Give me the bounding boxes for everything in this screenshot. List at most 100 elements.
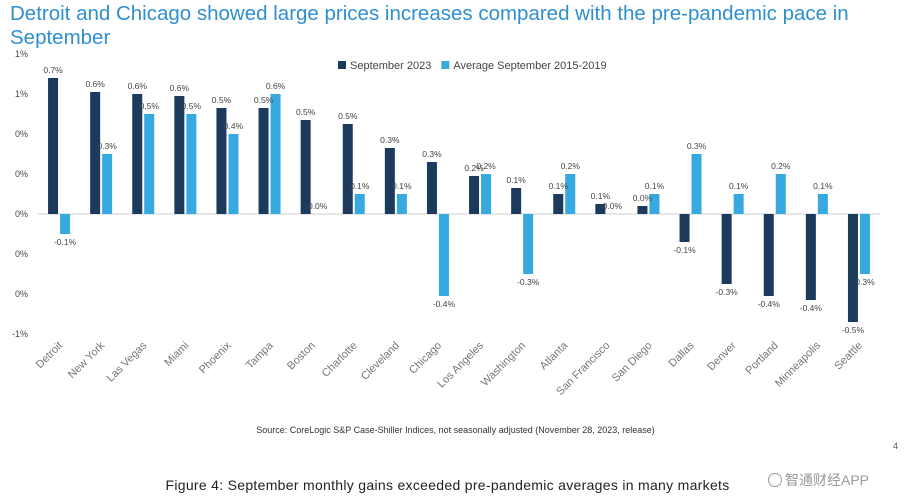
data-label: 0.1% bbox=[392, 181, 412, 191]
data-label: 0.6% bbox=[85, 79, 105, 89]
bar-sep-2023 bbox=[342, 124, 353, 214]
bar-sep-2023 bbox=[511, 188, 522, 214]
bar-avg-2015-2019 bbox=[691, 154, 702, 214]
y-tick-label: 0% bbox=[15, 289, 28, 299]
x-tick-label: Minneapolis bbox=[773, 339, 823, 389]
data-label: 0.1% bbox=[813, 181, 833, 191]
data-label: 0.5% bbox=[140, 101, 160, 111]
x-tick-label: Chicago bbox=[407, 340, 444, 377]
bar-sep-2023 bbox=[90, 92, 101, 214]
data-label: 0.4% bbox=[224, 121, 244, 131]
watermark: 智通财经APP bbox=[768, 470, 869, 490]
bar-avg-2015-2019 bbox=[396, 194, 407, 214]
bar-sep-2023 bbox=[300, 120, 311, 214]
y-tick-label: 0% bbox=[15, 129, 28, 139]
legend-label: Average September 2015-2019 bbox=[453, 60, 606, 72]
data-label: 0.1% bbox=[350, 181, 370, 191]
bar-avg-2015-2019 bbox=[228, 134, 239, 214]
x-tick-label: Detroit bbox=[34, 340, 65, 371]
y-tick-label: 0% bbox=[15, 169, 28, 179]
data-label: 0.5% bbox=[296, 107, 316, 117]
x-tick-label: Boston bbox=[285, 340, 318, 373]
data-label: 0.2% bbox=[464, 163, 484, 173]
data-label: 0.0% bbox=[633, 193, 653, 203]
bar-avg-2015-2019 bbox=[102, 154, 113, 214]
watermark-logo-icon bbox=[768, 473, 782, 487]
data-label: 0.5% bbox=[254, 95, 274, 105]
bar-avg-2015-2019 bbox=[565, 174, 576, 214]
bar-avg-2015-2019 bbox=[817, 194, 828, 214]
bar-sep-2023 bbox=[384, 148, 395, 214]
data-label: -0.1% bbox=[54, 237, 77, 247]
x-tick-label: Portland bbox=[743, 340, 780, 377]
bars bbox=[38, 78, 880, 322]
bar-avg-2015-2019 bbox=[523, 214, 534, 274]
data-label: 0.3% bbox=[97, 141, 117, 151]
data-label: 0.5% bbox=[182, 101, 202, 111]
data-label: -0.4% bbox=[800, 303, 823, 313]
bar-sep-2023 bbox=[469, 176, 480, 214]
bar-sep-2023 bbox=[48, 78, 59, 214]
data-label: 0.5% bbox=[338, 111, 358, 121]
x-tick-label: Phoenix bbox=[197, 339, 234, 376]
y-tick-label: -1% bbox=[12, 329, 28, 339]
data-label: 0.1% bbox=[506, 175, 526, 185]
bar-sep-2023 bbox=[595, 204, 606, 214]
y-tick-label: 0% bbox=[15, 209, 28, 219]
y-tick-label: 1% bbox=[15, 49, 28, 59]
data-label: 0.1% bbox=[591, 191, 611, 201]
data-label: 0.0% bbox=[308, 201, 328, 211]
bar-avg-2015-2019 bbox=[186, 114, 197, 214]
bar-avg-2015-2019 bbox=[733, 194, 744, 214]
bar-chart: -1%0%0%0%0%0%1%1% 0.7%-0.1%0.6%0.3%0.6%0… bbox=[12, 49, 880, 398]
legend-swatch bbox=[441, 61, 450, 69]
data-label: 0.0% bbox=[603, 201, 623, 211]
legend-label: September 2023 bbox=[350, 60, 431, 72]
page-number: 4 bbox=[893, 441, 899, 451]
bar-sep-2023 bbox=[847, 214, 858, 322]
bar-sep-2023 bbox=[258, 108, 269, 214]
chart-title: Detroit and Chicago showed large prices … bbox=[10, 2, 849, 49]
bar-avg-2015-2019 bbox=[270, 94, 281, 214]
data-label: 0.3% bbox=[422, 149, 442, 159]
data-label: 0.1% bbox=[645, 181, 665, 191]
bar-avg-2015-2019 bbox=[859, 214, 870, 274]
data-label: 0.3% bbox=[855, 277, 875, 287]
data-label: 0.3% bbox=[380, 135, 400, 145]
bar-sep-2023 bbox=[174, 96, 185, 214]
bar-sep-2023 bbox=[426, 162, 437, 214]
data-label: -0.4% bbox=[433, 299, 456, 309]
bar-avg-2015-2019 bbox=[144, 114, 155, 214]
x-tick-label: Charlotte bbox=[320, 340, 360, 380]
y-tick-label: 1% bbox=[15, 89, 28, 99]
x-tick-label: New York bbox=[66, 339, 108, 381]
y-axis: -1% 0% 0% 0% 0% 0% 1% 1% bbox=[12, 49, 28, 339]
data-label: 0.5% bbox=[212, 95, 232, 105]
bar-avg-2015-2019 bbox=[775, 174, 786, 214]
figure-caption: Figure 4: September monthly gains exceed… bbox=[165, 477, 730, 493]
bar-sep-2023 bbox=[805, 214, 816, 300]
bar-sep-2023 bbox=[763, 214, 774, 296]
bar-sep-2023 bbox=[553, 194, 564, 214]
data-label: 0.6% bbox=[266, 81, 286, 91]
bar-sep-2023 bbox=[679, 214, 690, 242]
data-label: -0.3% bbox=[716, 287, 739, 297]
x-tick-label: Denver bbox=[705, 339, 739, 373]
x-tick-label: Tampa bbox=[244, 339, 276, 371]
legend: September 2023 Average September 2015-201… bbox=[338, 60, 607, 72]
data-label: 0.1% bbox=[549, 181, 569, 191]
watermark-text: 智通财经APP bbox=[785, 472, 870, 488]
data-label: 0.6% bbox=[170, 83, 190, 93]
bar-avg-2015-2019 bbox=[438, 214, 449, 296]
bar-sep-2023 bbox=[216, 108, 227, 214]
data-label: -0.5% bbox=[842, 325, 865, 335]
legend-swatch bbox=[338, 61, 346, 69]
data-label: -0.4% bbox=[758, 299, 781, 309]
bar-avg-2015-2019 bbox=[60, 214, 71, 234]
x-tick-label: Dallas bbox=[667, 339, 697, 369]
bar-avg-2015-2019 bbox=[354, 194, 365, 214]
y-tick-label: 0% bbox=[15, 249, 28, 259]
bar-avg-2015-2019 bbox=[649, 194, 660, 214]
bar-avg-2015-2019 bbox=[481, 174, 492, 214]
